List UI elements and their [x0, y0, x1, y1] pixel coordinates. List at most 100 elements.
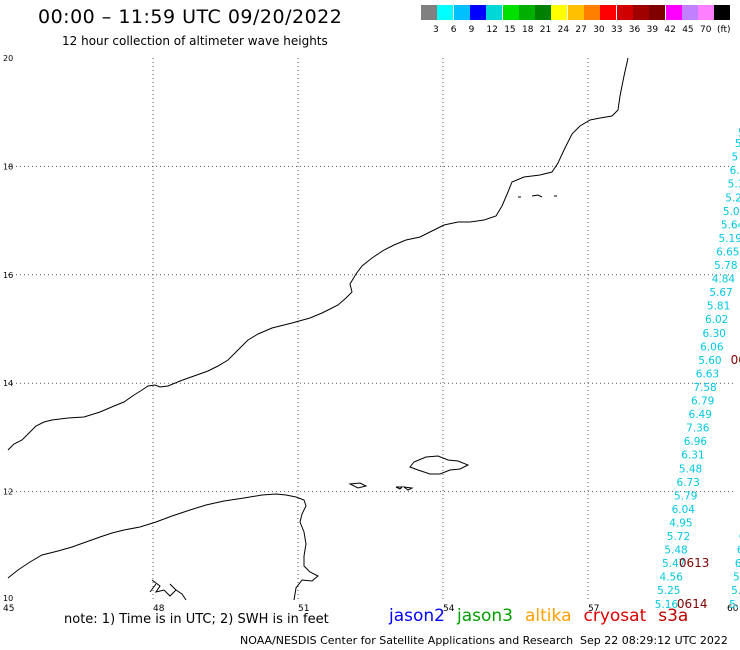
x-tick-label: 54	[443, 604, 455, 614]
jason2-data-point: 5	[738, 127, 740, 139]
y-tick-label: 16	[3, 271, 13, 280]
jason2-data-point: 6.06	[700, 341, 724, 353]
data-points: 5556.45.35.205.095.645.196.655.784.845.6…	[655, 127, 740, 611]
coastline-south	[7, 493, 319, 601]
jason2-data-point: 6.96	[684, 436, 708, 448]
satellite-jason3: jason3	[457, 606, 513, 626]
jason2-data-point: 5.48	[679, 463, 702, 475]
jason2-data-point: 5	[732, 152, 739, 164]
jason2-data-point: 5.67	[709, 287, 732, 299]
jason2-data-point: 6.	[735, 558, 740, 570]
chart-title: 00:00 – 11:59 UTC 09/20/2022	[38, 6, 343, 28]
y-tick-label: 18	[3, 162, 13, 171]
x-tick-label: 60	[727, 604, 739, 614]
jason2-data-point: 5.19	[719, 233, 740, 245]
grid-lines	[8, 58, 733, 600]
jason2-data-point: 6	[739, 531, 740, 543]
jason2-data-point: 6.4	[730, 165, 740, 177]
x-tick-label: 57	[588, 604, 599, 614]
jason2-data-point: 7.58	[693, 382, 716, 394]
legend-swatch	[502, 5, 519, 20]
satellite-jason2: jason2	[389, 606, 445, 626]
islands-north	[518, 194, 557, 198]
legend-swatch	[681, 5, 698, 20]
cryosat-data-point: 0614	[677, 597, 708, 611]
legend-label: 33	[611, 25, 623, 35]
jason2-data-point: 6.73	[676, 477, 699, 489]
legend-swatch	[698, 5, 715, 20]
jason2-data-point: 5.20	[725, 192, 740, 204]
footer-timestamp: Sep 22 08:29:12 UTC 2022	[580, 634, 728, 647]
legend-swatch	[453, 5, 470, 20]
jason2-data-point: 6.30	[703, 328, 726, 340]
legend-label: 36	[628, 25, 641, 35]
y-tick-label: 20	[3, 54, 13, 63]
legend-swatch	[600, 5, 617, 20]
legend-label: 15	[504, 25, 516, 35]
x-tick-label: 45	[3, 604, 14, 614]
legend-swatch	[421, 5, 437, 20]
jason2-data-point: 6.31	[681, 450, 704, 462]
jason2-data-point: 5.66	[729, 599, 740, 611]
legend-label: 27	[575, 25, 587, 35]
legend-swatch	[649, 5, 666, 20]
jason2-data-point: 5.79	[674, 490, 697, 502]
jason2-data-point: 4.56	[660, 572, 684, 584]
island-small-3	[402, 486, 414, 491]
legend-swatch	[469, 5, 486, 20]
legend-label: 30	[593, 25, 605, 35]
note-text: note: 1) Time is in UTC; 2) SWH is in fe…	[64, 612, 329, 627]
jason2-data-point: 6.49	[689, 409, 712, 421]
jason2-data-point: 6.65	[716, 246, 739, 258]
jason2-data-point: 5.81	[707, 301, 730, 313]
coastline-main	[7, 57, 629, 451]
jason2-data-point: 5.3	[731, 585, 740, 597]
legend-swatch	[632, 5, 649, 20]
satellite-s3a: s3a	[658, 606, 689, 626]
legend-label: 12	[486, 25, 498, 35]
legend-unit: (ft)	[717, 25, 731, 35]
jason2-data-point: 4.95	[669, 517, 692, 529]
axis-tick-labels: 45 48 51 54 57 60 10 12 14 16 18 20	[3, 54, 739, 614]
jason2-data-point: 5.3	[728, 179, 740, 191]
color-legend: 3 6 9 12 15 18 21 24 27 30 33 36 39 42 45 70 (ft)	[421, 5, 733, 39]
legend-label: 45	[682, 25, 694, 35]
legend-swatch	[665, 5, 682, 20]
legend-label: 70	[700, 25, 712, 35]
legend-swatch	[486, 5, 503, 20]
jason2-data-point: 5.64	[721, 219, 740, 231]
jason2-data-point: 7.36	[686, 423, 710, 435]
legend-swatch	[567, 5, 584, 20]
jason2-data-point: 5	[735, 138, 740, 150]
jason2-data-point: 5.78	[714, 260, 737, 272]
jason2-data-point: 5.48	[664, 545, 687, 557]
jason2-data-point: 5.16	[655, 599, 679, 611]
cryosat-data-point: 0613	[679, 556, 710, 570]
jason2-data-point: 5.72	[667, 531, 690, 543]
jason2-data-point: 6	[737, 545, 740, 557]
coastline	[7, 57, 629, 601]
y-tick-label: 10	[3, 594, 13, 603]
legend-label: 24	[557, 25, 570, 35]
legend-label: 6	[450, 25, 457, 35]
legend-label: 42	[664, 25, 676, 35]
x-tick-label: 51	[298, 604, 309, 614]
island-small-1	[348, 482, 368, 489]
island-large	[409, 455, 470, 475]
legend-swatch	[518, 5, 535, 20]
jason2-data-point: 6.04	[672, 504, 696, 516]
island-small-2	[395, 486, 404, 490]
jason2-data-point: 5.09	[723, 206, 740, 218]
cryosat-data-point: 06	[731, 353, 740, 367]
islands-dahlak	[149, 579, 187, 601]
y-tick-label: 14	[3, 379, 13, 388]
y-tick-label: 12	[3, 488, 13, 497]
jason2-data-point: 4.84	[712, 274, 736, 286]
legend-label: 18	[522, 25, 534, 35]
jason2-data-point: 6.63	[696, 368, 719, 380]
jason2-data-point: 5.2	[733, 572, 740, 584]
legend-swatch	[714, 5, 731, 20]
satellite-cryosat: cryosat	[583, 606, 647, 626]
satellite-altika: altika	[525, 606, 572, 626]
